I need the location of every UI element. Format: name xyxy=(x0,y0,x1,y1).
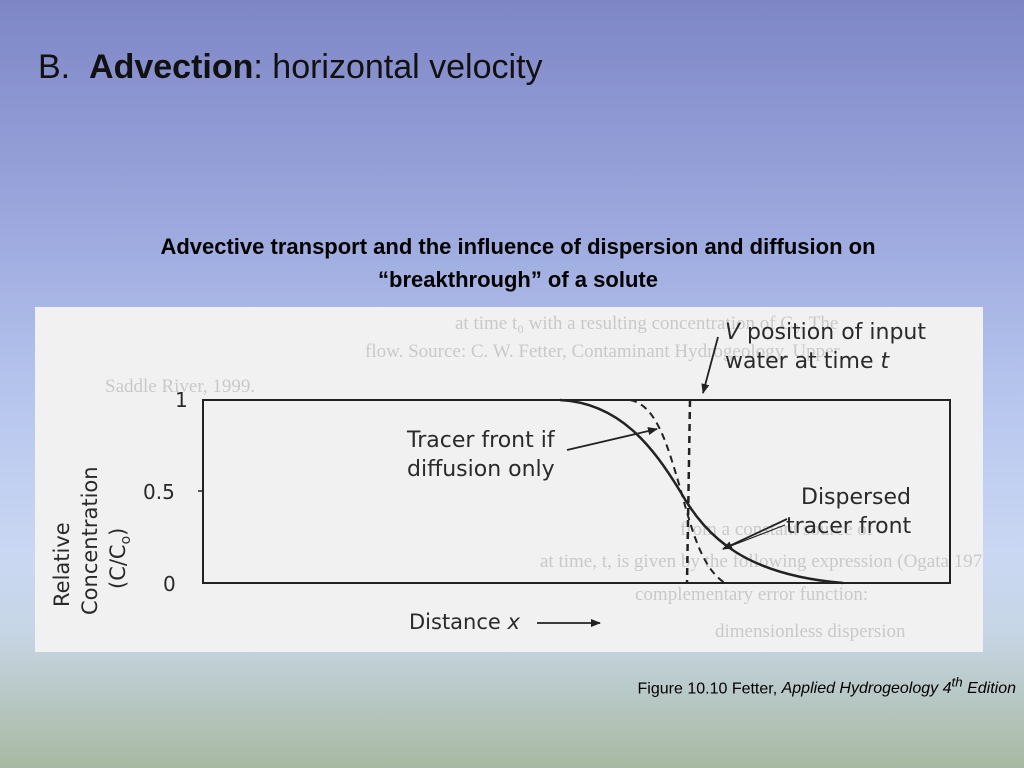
y-axis-label: Relative Concentration (C/Co) xyxy=(50,466,134,615)
annotation-dispersed-line2: tracer front xyxy=(786,514,912,539)
tick-label-0: 0 xyxy=(163,572,176,596)
svg-text:complementary error function:: complementary error function: xyxy=(635,584,868,605)
svg-text:Saddle River, 1999.: Saddle River, 1999. xyxy=(105,376,255,397)
figure-heading-line2: “breakthrough” of a solute xyxy=(378,267,658,292)
tick-label-0.5: 0.5 xyxy=(143,480,175,504)
figure-caption: Figure 10.10 Fetter, Applied Hydrogeolog… xyxy=(500,675,1016,698)
annotation-tracer-arrow xyxy=(566,427,658,451)
svg-text:dimensionless dispersion: dimensionless dispersion xyxy=(715,621,906,642)
caption-book-title: Applied Hydrogeology 4th Edition xyxy=(781,675,1016,698)
svg-text:flow. Source: C. W. Fetter, C: flow. Source: C. W. Fetter, Contaminant … xyxy=(365,341,841,362)
x-axis-label: Distance x xyxy=(409,610,521,634)
annotation-dispersed-arrow-2 xyxy=(722,524,786,550)
figure-heading-line1: Advective transport and the influence of… xyxy=(160,234,876,259)
input-water-position-line xyxy=(685,399,692,584)
annotation-v-line2: water at time t xyxy=(725,349,890,374)
dispersed-front-curve xyxy=(559,398,844,585)
annotation-dispersed-arrow xyxy=(722,518,788,550)
y-axis-label-line1: Relative xyxy=(50,522,74,607)
caption-prefix: Figure 10.10 Fetter, xyxy=(637,680,782,698)
y-axis-label-line3: (C/Co) xyxy=(106,528,134,589)
svg-text:at time t₀ with a resulting co: at time t₀ with a resulting concentratio… xyxy=(455,313,838,334)
title-bold: Advection xyxy=(89,48,254,86)
y-axis-label-line2: Concentration xyxy=(78,466,102,615)
annotation-v-arrow xyxy=(701,336,719,394)
annotation-v-line1: V position of input xyxy=(725,320,926,345)
annotation-tracer-line2: diffusion only xyxy=(407,457,555,482)
svg-text:from a constant source of: from a constant source of xyxy=(680,519,874,540)
tick-label-1: 1 xyxy=(175,388,188,412)
figure-heading: Advective transport and the influence of… xyxy=(40,230,996,296)
breakthrough-diagram: at time t₀ with a resulting concentratio… xyxy=(50,313,983,642)
annotation-tracer-line1: Tracer front if xyxy=(406,428,556,453)
svg-text:at time, t, is given by the fo: at time, t, is given by the following ex… xyxy=(540,551,983,572)
annotation-dispersed-line1: Dispersed xyxy=(801,485,911,510)
figure-scan: at time t₀ with a resulting concentratio… xyxy=(35,307,983,652)
scan-bleedthrough: at time t₀ with a resulting concentratio… xyxy=(105,313,983,642)
title-prefix: B. xyxy=(38,48,71,86)
title-rest: : horizontal velocity xyxy=(253,48,543,86)
slide-title: B. Advection: horizontal velocity xyxy=(38,48,543,87)
